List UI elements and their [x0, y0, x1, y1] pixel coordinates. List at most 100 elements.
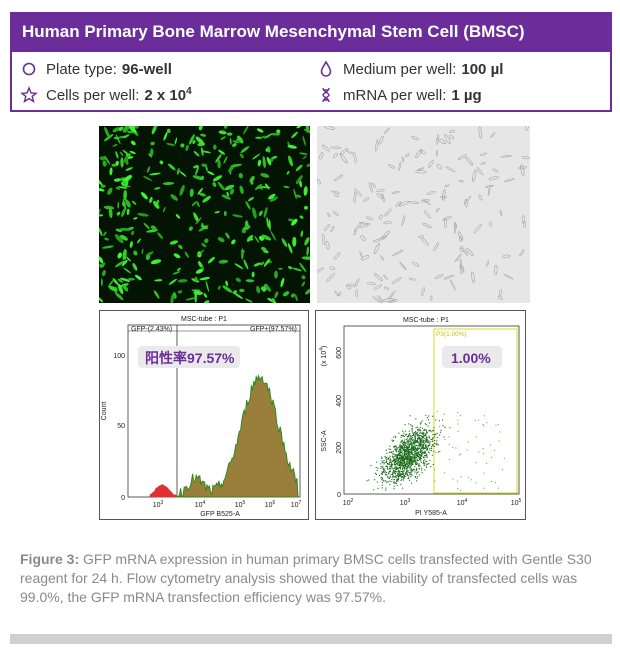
scatter-event: [400, 441, 402, 443]
scatter-event: [420, 450, 422, 452]
scatter-event: [398, 454, 400, 456]
gfp-cell: [99, 264, 105, 267]
scatter-event: [396, 451, 398, 453]
p3-gate-label: P3(1.00%): [436, 331, 467, 338]
gfp-cell: [294, 294, 298, 302]
gfp-cell: [188, 226, 193, 231]
scatter-event: [424, 451, 426, 453]
gfp-cell: [245, 279, 255, 283]
gfp-cell: [123, 189, 127, 201]
brightfield-cell: [478, 126, 482, 139]
gfp-cell: [149, 148, 154, 157]
scatter-event: [417, 437, 419, 439]
scatter-event: [415, 445, 417, 447]
gfp-cell: [229, 137, 232, 145]
scatter-event: [402, 443, 404, 445]
histogram-title: MSC-tube : P1: [181, 316, 227, 323]
brightfield-cell: [488, 176, 499, 181]
scatter-event: [403, 458, 405, 460]
scatter-event: [400, 466, 402, 468]
gfp-cell: [243, 126, 249, 135]
scatter-event: [409, 460, 411, 462]
scatter-event: [432, 437, 434, 439]
scatter-event: [424, 435, 426, 437]
scatter-event: [397, 478, 399, 480]
scatter-event: [416, 455, 418, 457]
brightfield-cell: [437, 138, 447, 144]
gfp-cell: [199, 192, 207, 197]
scatter-event: [396, 471, 398, 473]
scatter-event: [385, 487, 387, 489]
scatter-event: [421, 438, 423, 440]
scatter-event: [431, 431, 433, 433]
gfp-cell: [253, 262, 262, 267]
gfp-cell: [134, 126, 139, 129]
scatter-event: [404, 449, 406, 451]
scatter-event: [395, 455, 397, 457]
scatter-event: [403, 449, 405, 451]
scatter-event: [490, 444, 492, 446]
gfp-cell: [180, 143, 185, 148]
scatter-event: [379, 474, 381, 476]
scatter-event: [436, 411, 438, 413]
gfp-cell: [214, 211, 220, 214]
brightfield-cells: [317, 126, 530, 303]
brightfield-cell: [371, 182, 376, 188]
y-tick-0: 0: [121, 495, 125, 502]
scatter-event: [423, 447, 425, 449]
gfp-cell: [104, 126, 110, 138]
gfp-cell: [167, 163, 176, 171]
gfp-cell: [303, 128, 310, 134]
scatter-event: [436, 440, 438, 442]
brightfield-cell: [353, 191, 357, 204]
scatter-event: [425, 424, 427, 426]
scatter-event: [411, 452, 413, 454]
gfp-cell: [270, 133, 281, 136]
scatter-event: [424, 462, 426, 464]
scatter-event: [405, 456, 407, 458]
scatter-event: [402, 471, 404, 473]
scatter-event: [503, 457, 505, 459]
brightfield-cell: [521, 215, 525, 224]
gfp-cell: [114, 234, 124, 244]
scatter-event: [443, 436, 445, 438]
scatter-event: [393, 481, 395, 483]
scatter-event: [410, 424, 412, 426]
scatter-event: [386, 460, 388, 462]
gfp-cell: [119, 277, 131, 282]
scatter-event: [400, 450, 402, 452]
scatter-event: [403, 461, 405, 463]
brightfield-cell: [353, 230, 357, 236]
gfp-cell: [120, 234, 128, 241]
scatter-event: [387, 481, 389, 483]
gfp-cell: [268, 193, 276, 200]
brightfield-cell: [421, 237, 429, 246]
scatter-event: [396, 459, 398, 461]
scatter-event: [421, 445, 423, 447]
header-title: Human Primary Bone Marrow Mesenchymal St…: [22, 22, 525, 41]
scatter-event: [410, 438, 412, 440]
scatter-event: [400, 472, 402, 474]
scatter-event: [420, 423, 422, 425]
gfp-cell: [249, 175, 255, 183]
scatter-event: [431, 444, 433, 446]
scatter-event: [429, 447, 431, 449]
scatter-event: [407, 477, 409, 479]
scatter-event: [416, 480, 418, 482]
gfp-cell: [148, 153, 153, 158]
gfp-cell: [252, 207, 257, 219]
scatter-event: [395, 449, 397, 451]
scatter-event: [417, 434, 419, 436]
scatter-event: [422, 433, 424, 435]
scatter-event: [396, 479, 398, 481]
cells-value-exp: 4: [186, 86, 192, 97]
gfp-cell: [199, 277, 211, 281]
gfp-cell: [201, 163, 208, 168]
scatter-event: [426, 439, 428, 441]
scatter-events: [366, 411, 505, 491]
scatter-event: [396, 475, 398, 477]
scatter-event: [402, 473, 404, 475]
scatter-event: [401, 451, 403, 453]
scatter-event: [415, 441, 417, 443]
pi-positive-text: 1.00%: [451, 350, 491, 366]
